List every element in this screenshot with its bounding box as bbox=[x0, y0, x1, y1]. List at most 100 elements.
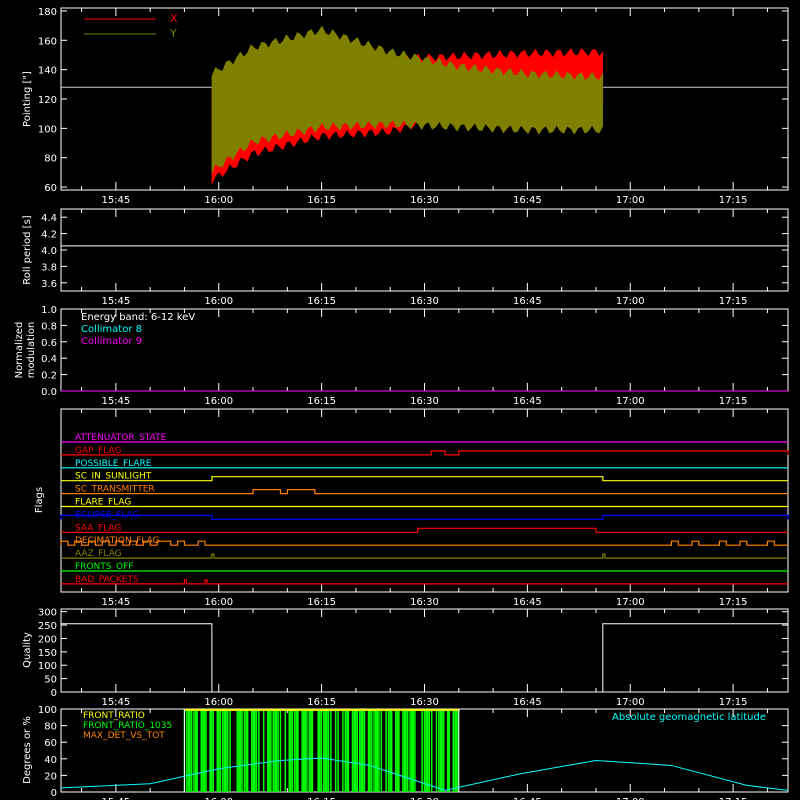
pointing-ytick-label: 80 bbox=[44, 154, 57, 165]
quality-panel-frame bbox=[60, 608, 789, 693]
pointing-ytick-label: 160 bbox=[38, 36, 57, 47]
quality-xtick-label: 16:15 bbox=[307, 697, 336, 708]
modulation-ytick-label: 0.6 bbox=[41, 338, 57, 349]
modulation-xtick-label: 17:00 bbox=[616, 396, 645, 407]
roll-ytick-label: 4.0 bbox=[41, 246, 57, 257]
quality-ytick-label: 300 bbox=[38, 608, 57, 619]
flag-label-fronts-off: FRONTS_OFF bbox=[75, 562, 133, 572]
pointing-ytick-label: 100 bbox=[38, 124, 57, 135]
quality-ytick-label: 200 bbox=[38, 634, 57, 645]
roll-ylabel: Roll period [s] bbox=[22, 215, 33, 284]
roll-xtick-label: 16:30 bbox=[410, 296, 439, 307]
flag-label-sc-transmitter: SC_TRANSMITTER bbox=[75, 485, 155, 495]
flag-label-sc-in-sunlight: SC_IN_SUNLIGHT bbox=[75, 472, 152, 482]
quality-xtick-label: 15:45 bbox=[101, 697, 130, 708]
legend-y-label: Y bbox=[169, 27, 177, 40]
legend-x-label: X bbox=[170, 12, 178, 25]
flag-label-flare-flag: FLARE_FLAG bbox=[75, 498, 131, 508]
pointing-ytick-label: 60 bbox=[44, 183, 57, 194]
modulation-xtick-label: 16:30 bbox=[410, 396, 439, 407]
quality-xtick-label: 17:00 bbox=[616, 697, 645, 708]
pointing-xtick-label: 16:30 bbox=[410, 195, 439, 206]
roll-xtick-label: 17:00 bbox=[616, 296, 645, 307]
modulation-ytick-label: 1.0 bbox=[41, 305, 57, 316]
flag-label-bad-packets: BAD_PACKETS bbox=[75, 575, 139, 585]
flags-xtick-label: 17:15 bbox=[719, 597, 748, 608]
roll-panel-frame bbox=[60, 208, 789, 292]
geomagnetic-latitude-curve bbox=[60, 757, 789, 791]
pointing-xtick-label: 17:15 bbox=[719, 195, 748, 206]
quality-ytick-label: 0 bbox=[51, 688, 57, 699]
modulation-ytick-label: 0.2 bbox=[41, 371, 57, 382]
front-ratio-1035-legend: FRONT_RATIO_1035 bbox=[83, 721, 172, 731]
flags-xtick-label: 16:15 bbox=[307, 597, 336, 608]
pointing-legend: X Y bbox=[84, 12, 178, 40]
roll-xtick-label: 17:15 bbox=[719, 296, 748, 307]
modulation-xtick-label: 17:15 bbox=[719, 396, 748, 407]
modulation-ytick-label: 0.4 bbox=[41, 354, 57, 365]
geo-xtick-label: 17:00 bbox=[616, 797, 645, 800]
modulation-xtick-label: 15:45 bbox=[101, 396, 130, 407]
geo-ytick-label: 20 bbox=[44, 771, 57, 782]
quality-ylabel: Quality bbox=[22, 632, 33, 668]
roll-ytick-label: 4.2 bbox=[41, 230, 57, 241]
flag-line-decimation-flag bbox=[60, 540, 788, 546]
flags-panel-frame bbox=[60, 408, 789, 593]
pointing-xtick-label: 16:45 bbox=[513, 195, 542, 206]
quality-ytick-label: 100 bbox=[38, 661, 57, 672]
pointing-xtick-label: 17:00 bbox=[616, 195, 645, 206]
pointing-ytick-label: 180 bbox=[38, 7, 57, 18]
flags-xtick-label: 15:45 bbox=[101, 597, 130, 608]
quality-ytick-label: 250 bbox=[38, 621, 57, 632]
pointing-ylabel: Pointing ["] bbox=[22, 71, 33, 127]
quality-series-line bbox=[61, 623, 788, 693]
flags-xtick-label: 16:00 bbox=[204, 597, 233, 608]
collimator-8-annotation: Collimator 8 bbox=[81, 324, 142, 335]
flag-label-gap-flag: GAP_FLAG bbox=[75, 446, 121, 456]
modulation-ylabel-line2: modulation bbox=[26, 322, 37, 379]
flag-line-sc-transmitter bbox=[61, 489, 788, 495]
pointing-ytick-label: 120 bbox=[38, 95, 57, 106]
pointing-series-y-band bbox=[211, 25, 604, 174]
front-ratio-legend: FRONT_RATIO bbox=[83, 711, 145, 721]
flag-line-sc-in-sunlight bbox=[61, 476, 788, 482]
modulation-xtick-label: 16:45 bbox=[513, 396, 542, 407]
flags-ylabel: Flags bbox=[34, 487, 45, 513]
geo-ytick-label: 100 bbox=[38, 705, 57, 716]
geo-xtick-label: 15:45 bbox=[101, 797, 130, 800]
geo-xtick-label: 16:45 bbox=[513, 797, 542, 800]
geo-xtick-label: 17:15 bbox=[719, 797, 748, 800]
pointing-ytick-label: 140 bbox=[38, 66, 57, 77]
flag-label-possible-flare: POSSIBLE_FLARE bbox=[75, 459, 152, 469]
quality-ytick-label: 150 bbox=[38, 648, 57, 659]
max-det-legend: MAX_DET_VS_TOT bbox=[83, 731, 165, 741]
quality-ytick-label: 50 bbox=[44, 675, 57, 686]
collimator-9-annotation: Collimator 9 bbox=[81, 336, 142, 347]
roll-xtick-label: 16:45 bbox=[513, 296, 542, 307]
geo-ylabel: Degrees or % bbox=[22, 716, 33, 784]
roll-ytick-label: 4.4 bbox=[41, 213, 57, 224]
modulation-ytick-label: 0.8 bbox=[41, 321, 57, 332]
quality-xtick-label: 17:15 bbox=[719, 697, 748, 708]
flag-label-eclipse-flag: ECLIPSE_FLAG bbox=[75, 510, 139, 520]
modulation-xtick-label: 16:15 bbox=[307, 396, 336, 407]
flags-xtick-label: 16:30 bbox=[410, 597, 439, 608]
modulation-ylabel-line1: Normalized bbox=[14, 322, 25, 379]
geo-ytick-label: 0 bbox=[51, 788, 57, 799]
pointing-xtick-label: 16:15 bbox=[307, 195, 336, 206]
energy-band-annotation: Energy band: 6-12 keV bbox=[81, 312, 195, 323]
roll-ytick-label: 3.8 bbox=[41, 262, 57, 273]
geo-ytick-label: 80 bbox=[44, 722, 57, 733]
geo-ytick-label: 40 bbox=[44, 755, 57, 766]
flags-xtick-label: 16:45 bbox=[513, 597, 542, 608]
roll-ytick-label: 3.6 bbox=[41, 279, 57, 290]
front-ratio-bars bbox=[183, 709, 459, 792]
flag-label-attenuator-state: ATTENUATOR_STATE bbox=[75, 433, 167, 443]
flag-line-bad-packets bbox=[61, 579, 788, 585]
flag-label-aaz-flag: AAZ_FLAG bbox=[75, 549, 122, 559]
quality-xtick-label: 16:45 bbox=[513, 697, 542, 708]
roll-xtick-label: 16:00 bbox=[204, 296, 233, 307]
flag-line-eclipse-flag bbox=[60, 514, 789, 521]
modulation-ytick-label: 0.0 bbox=[41, 387, 57, 398]
